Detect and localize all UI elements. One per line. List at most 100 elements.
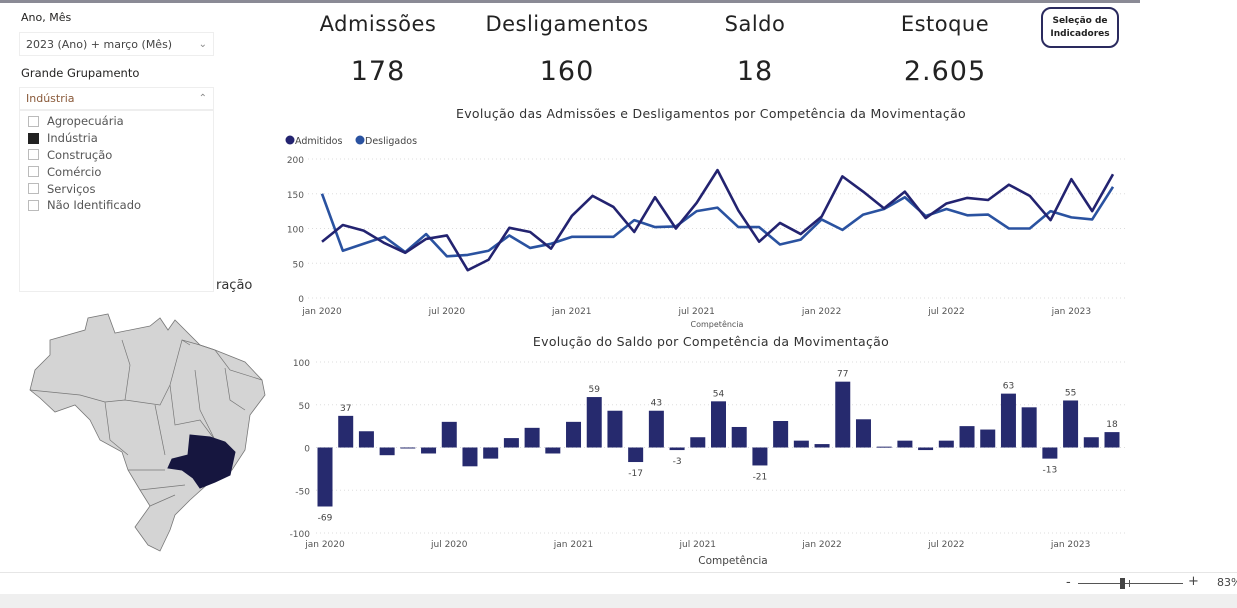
- bar: [338, 415, 354, 448]
- checkbox[interactable]: [28, 132, 39, 144]
- group-option[interactable]: Agropecuária: [20, 113, 213, 130]
- checkbox[interactable]: [28, 166, 39, 178]
- group-option-label: Serviços: [47, 181, 96, 196]
- data-label: 77: [837, 370, 848, 380]
- checkbox[interactable]: [28, 149, 39, 161]
- x-axis-label: Competência: [691, 319, 744, 329]
- x-tick-label: jan 2022: [801, 307, 842, 317]
- y-tick-label: -50: [295, 487, 310, 497]
- data-label: -17: [628, 469, 643, 479]
- group-option-label: Comércio: [47, 164, 102, 179]
- x-tick-label: jan 2022: [801, 540, 842, 550]
- kpi-label: Admissões: [319, 12, 437, 36]
- bar: [959, 426, 975, 448]
- kpi-value: 160: [539, 56, 595, 87]
- group-option-label: Agropecuária: [47, 114, 124, 129]
- bar: [648, 410, 664, 448]
- state-minas-gerais[interactable]: [167, 434, 236, 489]
- bar: [731, 426, 747, 448]
- x-tick-label: jul 2022: [927, 540, 964, 550]
- bar: [421, 447, 437, 454]
- bar: [566, 421, 582, 448]
- top-border: [0, 0, 1140, 3]
- group-option[interactable]: Serviços: [20, 180, 213, 197]
- bar: [835, 381, 851, 448]
- status-bar: [0, 572, 1237, 594]
- x-tick-label: jan 2023: [1051, 307, 1092, 317]
- y-tick-label: 0: [304, 445, 310, 455]
- group-option-label: Construção: [47, 147, 113, 162]
- map-title: ração: [216, 278, 253, 293]
- data-label: 54: [713, 389, 725, 399]
- selection-line2: Indicadores: [1050, 28, 1110, 39]
- data-label: -13: [1043, 466, 1058, 476]
- legend-marker: [355, 135, 365, 145]
- checkbox[interactable]: [28, 115, 39, 127]
- zoom-slider-thumb[interactable]: [1120, 578, 1125, 589]
- zoom-level[interactable]: 83%: [1217, 576, 1237, 589]
- group-option[interactable]: Construção: [20, 147, 213, 164]
- checkbox[interactable]: [28, 183, 39, 195]
- group-dropdown[interactable]: Indústria ⌃: [19, 87, 214, 110]
- zoom-in-button[interactable]: +: [1188, 574, 1199, 589]
- legend-marker: [285, 135, 295, 145]
- group-option-label: Indústria: [47, 131, 98, 146]
- bar: [897, 440, 913, 448]
- indicator-selection-button[interactable]: Seleção de Indicadores: [1041, 7, 1119, 48]
- bar: [855, 419, 871, 448]
- period-dropdown[interactable]: 2023 (Ano) + março (Mês) ⌄: [19, 32, 214, 56]
- bar: [1021, 407, 1037, 448]
- x-tick-label: jan 2020: [301, 307, 342, 317]
- x-tick-label: jul 2021: [677, 307, 714, 317]
- bar: [462, 447, 478, 467]
- zoom-slider[interactable]: [1078, 583, 1183, 584]
- bar: [1104, 432, 1120, 448]
- data-label: 37: [340, 404, 351, 414]
- y-tick-label: 100: [287, 226, 304, 236]
- bar: [628, 447, 644, 463]
- kpi-value: 178: [350, 56, 406, 87]
- line-chart-title: Evolução das Admissões e Desligamentos p…: [456, 106, 966, 121]
- x-tick-label: jul 2020: [428, 307, 466, 317]
- bar: [317, 447, 333, 507]
- chevron-up-icon: ⌃: [198, 93, 207, 104]
- group-option[interactable]: Indústria: [20, 130, 213, 147]
- data-label: 59: [589, 385, 601, 395]
- group-options-list: Agropecuária Indústria Construção Comércio S…: [19, 110, 214, 292]
- state-borders: [29, 339, 263, 507]
- kpi-label: Estoque: [900, 12, 990, 36]
- bar: [773, 420, 789, 448]
- checkbox[interactable]: [28, 199, 39, 211]
- y-tick-label: 100: [293, 359, 310, 369]
- x-axis-label: Competência: [698, 555, 767, 567]
- brazil-map: [29, 313, 266, 552]
- selection-line1: Seleção de: [1052, 15, 1108, 26]
- x-tick-label: jul 2022: [927, 307, 964, 317]
- group-option[interactable]: Não Identificado: [20, 197, 213, 214]
- bar: [400, 447, 416, 449]
- bar: [379, 447, 395, 456]
- group-filter-label: Grande Grupamento: [21, 66, 140, 80]
- x-tick-label: jul 2021: [679, 540, 716, 550]
- data-label: -69: [318, 513, 333, 523]
- bar: [441, 421, 457, 448]
- group-option[interactable]: Comércio: [20, 163, 213, 180]
- y-tick-label: 150: [287, 191, 304, 201]
- zoom-default-tick: [1129, 580, 1130, 587]
- x-tick-label: jan 2021: [553, 540, 594, 550]
- bar: [752, 447, 768, 466]
- data-label: 43: [651, 399, 662, 409]
- bar: [669, 447, 685, 451]
- bar: [524, 427, 540, 448]
- brazil-outline[interactable]: [29, 313, 266, 552]
- bar: [1083, 437, 1099, 448]
- bar: [793, 440, 809, 448]
- bar: [483, 447, 499, 459]
- zoom-out-button[interactable]: -: [1066, 575, 1071, 590]
- kpi-label: Saldo: [724, 12, 786, 36]
- bar-chart-title: Evolução do Saldo por Competência da Mov…: [532, 334, 890, 349]
- bar: [358, 431, 374, 448]
- chevron-down-icon: ⌄: [198, 38, 207, 50]
- bar: [711, 401, 726, 448]
- kpi-value: 18: [736, 56, 774, 87]
